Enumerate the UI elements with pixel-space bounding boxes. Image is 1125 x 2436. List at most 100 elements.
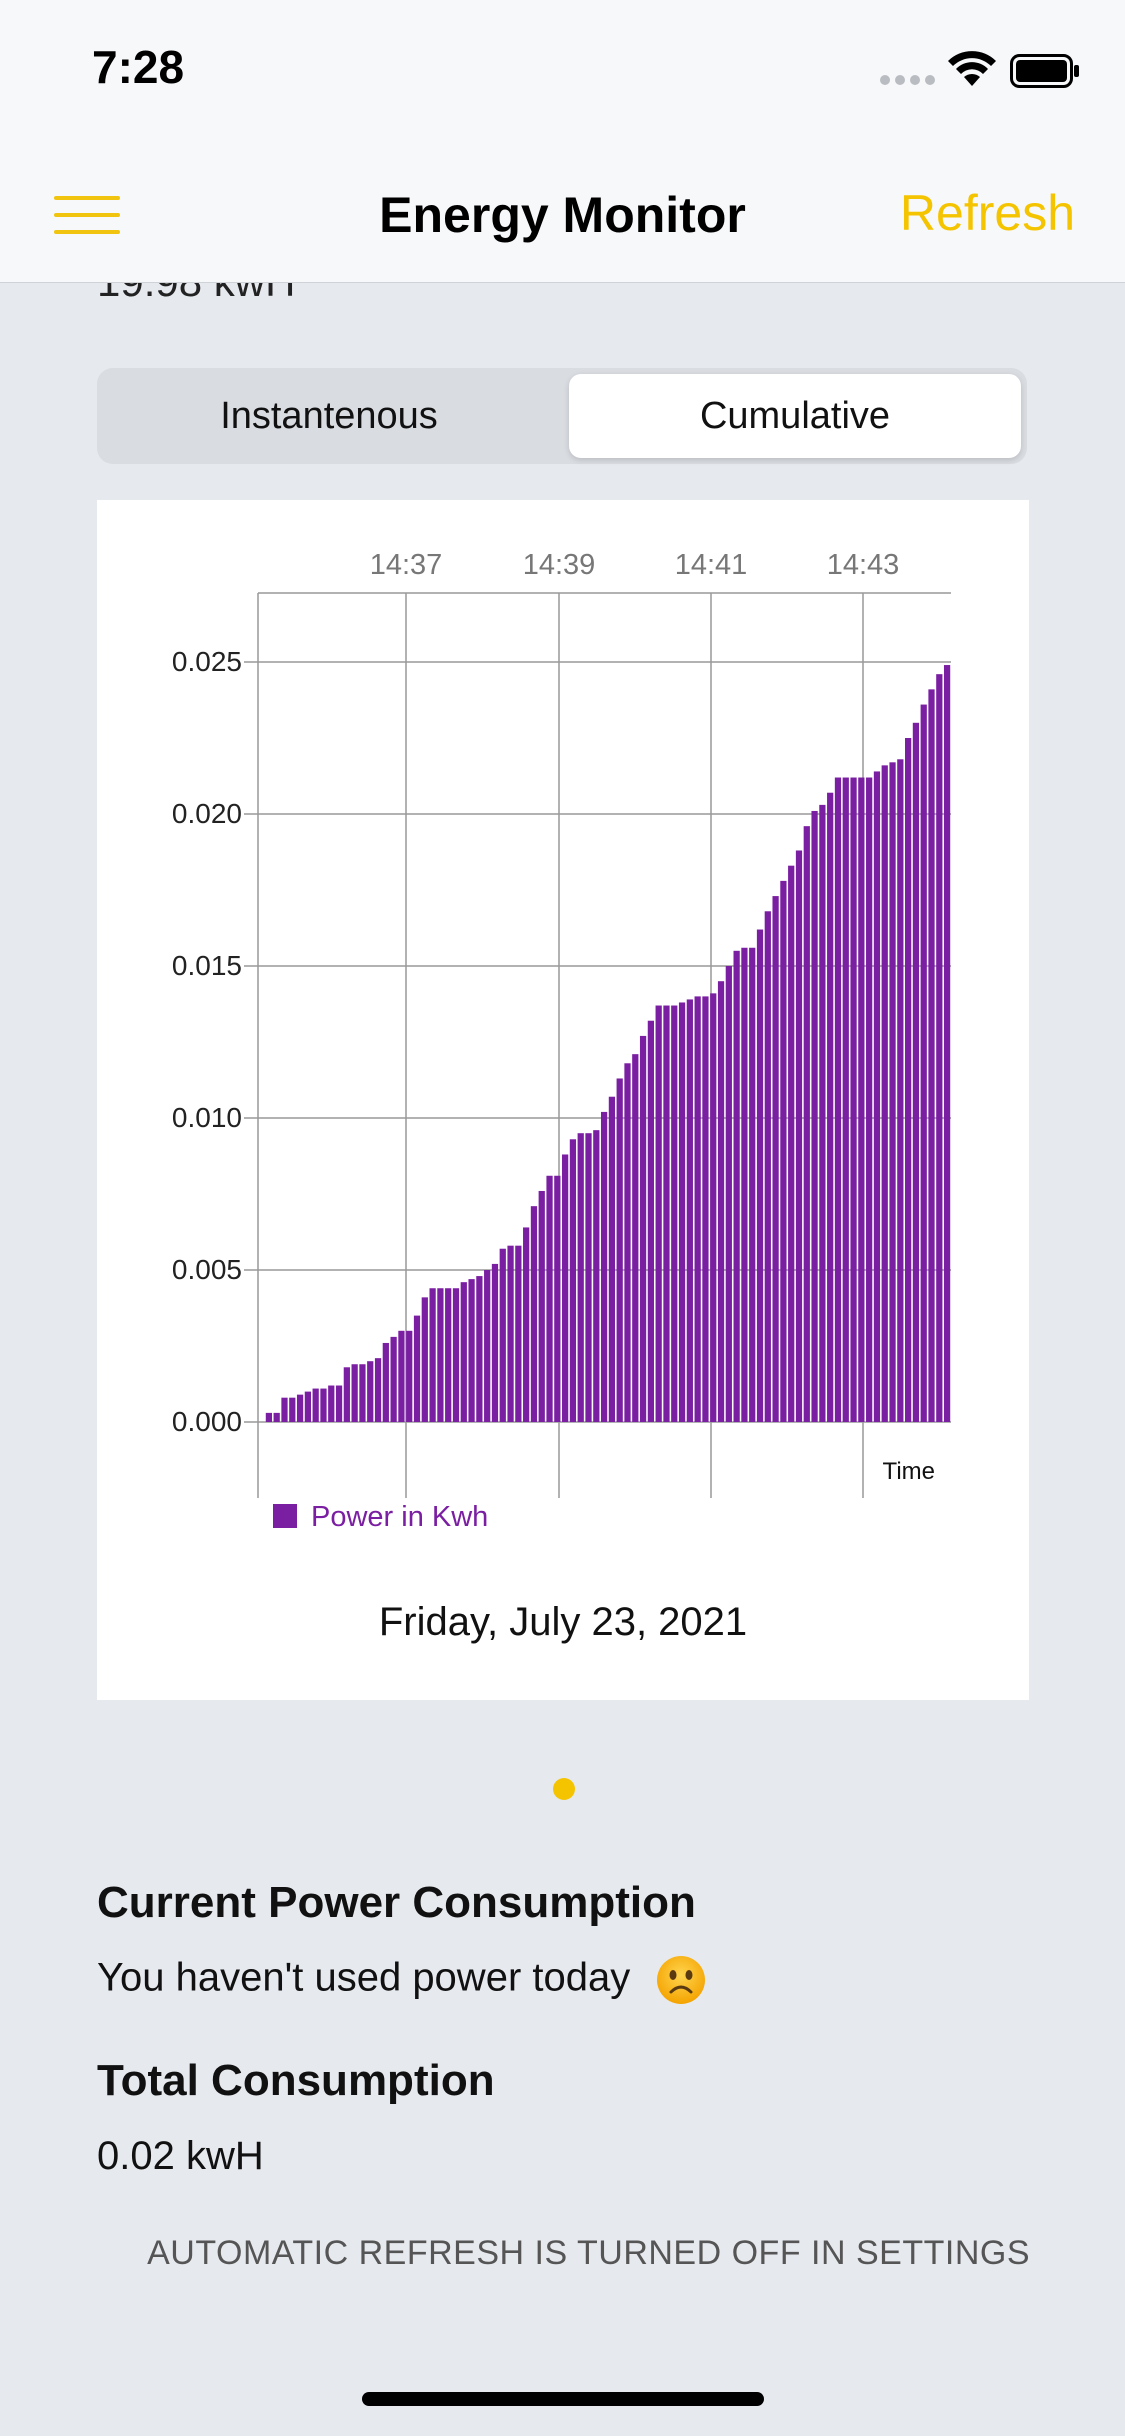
chart-bar	[694, 996, 701, 1422]
chart-bar	[273, 1412, 280, 1422]
y-tick-label: 0.015	[172, 950, 242, 981]
chart-bar	[296, 1394, 304, 1422]
chart-bar	[936, 674, 943, 1422]
chart-bar	[632, 1054, 639, 1422]
chart-bar	[905, 738, 912, 1422]
chart-bar	[795, 850, 803, 1422]
chart-bar	[686, 999, 693, 1422]
chart-bar	[811, 810, 818, 1422]
chart-date: Friday, July 23, 2021	[378, 1600, 748, 1644]
chart-bar	[873, 771, 881, 1422]
chart-bar	[421, 1297, 428, 1422]
legend-swatch	[273, 1504, 297, 1528]
current-power-title: Current Power Consumption	[97, 1878, 696, 1927]
chart-bar	[881, 765, 888, 1422]
chart-bar	[866, 777, 873, 1422]
chart-bar	[546, 1175, 553, 1422]
chart-bar	[562, 1154, 569, 1422]
legend-label: Power in Kwh	[311, 1501, 488, 1533]
chart-bar	[491, 1263, 499, 1422]
chart-bar	[476, 1276, 483, 1422]
hamburger-menu-icon[interactable]	[54, 196, 120, 236]
chart-bar	[359, 1364, 366, 1422]
chart-bar	[289, 1397, 296, 1422]
chart-bar	[499, 1248, 506, 1422]
chart-bar	[842, 777, 849, 1422]
chart-bar	[312, 1388, 319, 1422]
x-tick-label: 14:37	[370, 549, 443, 581]
y-tick-label: 0.020	[172, 798, 242, 829]
home-indicator[interactable]	[362, 2392, 764, 2406]
chart-bar	[616, 1078, 623, 1422]
chart-bar	[445, 1288, 452, 1422]
chart-bar	[390, 1336, 397, 1422]
chart-bar	[624, 1063, 631, 1422]
chart-bar	[265, 1412, 273, 1422]
chart-bar	[702, 996, 709, 1422]
chart-bar	[413, 1315, 421, 1422]
chart-bar	[460, 1282, 467, 1422]
chart-bar	[741, 947, 748, 1422]
chart-bar	[468, 1279, 475, 1422]
chart-bar	[647, 1020, 654, 1422]
chart-bar	[639, 1035, 647, 1422]
chart-bar	[733, 950, 740, 1422]
chart-bar	[749, 947, 756, 1422]
chart-bar	[374, 1358, 382, 1422]
x-tick-label: 14:43	[827, 549, 900, 581]
chart-bar	[569, 1139, 577, 1422]
chart-bar	[515, 1245, 522, 1422]
segment-instantaneous[interactable]: Instantenous	[220, 395, 438, 437]
chart-bar	[367, 1361, 374, 1422]
chart-bar	[507, 1245, 514, 1422]
frowning-face-icon	[657, 1956, 706, 2004]
chart-bar	[889, 762, 896, 1422]
chart-bar	[538, 1190, 545, 1422]
chart-bar	[523, 1227, 530, 1422]
segment-cumulative[interactable]: Cumulative	[569, 374, 1021, 458]
auto-refresh-note: AUTOMATIC REFRESH IS TURNED OFF IN SETTI…	[147, 2234, 1030, 2272]
chart-bar	[717, 981, 725, 1422]
y-tick-label: 0.005	[172, 1254, 242, 1285]
chart-bar	[530, 1206, 538, 1422]
chart-bar	[593, 1130, 600, 1422]
chart-bar	[452, 1288, 460, 1422]
total-consumption-value: 0.02 kwH	[97, 2134, 264, 2178]
chart-bar	[912, 722, 920, 1422]
chart-mode-segmented-control: Instantenous Cumulative	[97, 368, 1027, 464]
cumulative-power-chart: 0.000 0.005 0.010 0.015 0.020 0.025 14:37 14:39…	[172, 549, 951, 1533]
chart-bar	[819, 804, 826, 1422]
chart-bar	[655, 1005, 662, 1422]
page-title: Energy Monitor	[379, 187, 746, 243]
chart-bar	[554, 1175, 561, 1422]
y-tick-label: 0.000	[172, 1406, 242, 1437]
chart-bar	[725, 966, 732, 1422]
chart-bar	[920, 704, 927, 1422]
chart-bar	[827, 792, 834, 1422]
chart-bar	[756, 929, 764, 1422]
chart-bar	[780, 880, 787, 1422]
chart-bar	[398, 1330, 405, 1422]
chart-bar	[304, 1391, 311, 1422]
refresh-button[interactable]: Refresh	[899, 185, 1075, 241]
chart-bar	[608, 1096, 616, 1422]
chart-bar	[663, 1005, 670, 1422]
chart-bar	[764, 911, 771, 1422]
page-indicator-dot[interactable]	[553, 1778, 575, 1800]
chart-bar	[710, 993, 717, 1422]
chart-bar	[484, 1270, 491, 1422]
chart-bar	[328, 1385, 335, 1422]
chart-bar	[788, 865, 795, 1422]
chart-bar	[600, 1111, 608, 1422]
chart-bar	[382, 1342, 389, 1422]
navigation-bar: 7:28 Energy Monitor Refresh	[0, 0, 1125, 283]
chart-bar	[343, 1367, 350, 1422]
y-tick-label: 0.025	[172, 646, 242, 677]
chart-bar	[281, 1397, 288, 1422]
x-tick-label: 14:39	[523, 549, 596, 581]
chart-card: 0.000 0.005 0.010 0.015 0.020 0.025 14:37 14:39…	[97, 500, 1029, 1700]
chart-bar	[928, 689, 935, 1422]
status-time: 7:28	[92, 41, 185, 93]
chart-bar	[585, 1133, 592, 1422]
chart-bar	[858, 777, 865, 1422]
